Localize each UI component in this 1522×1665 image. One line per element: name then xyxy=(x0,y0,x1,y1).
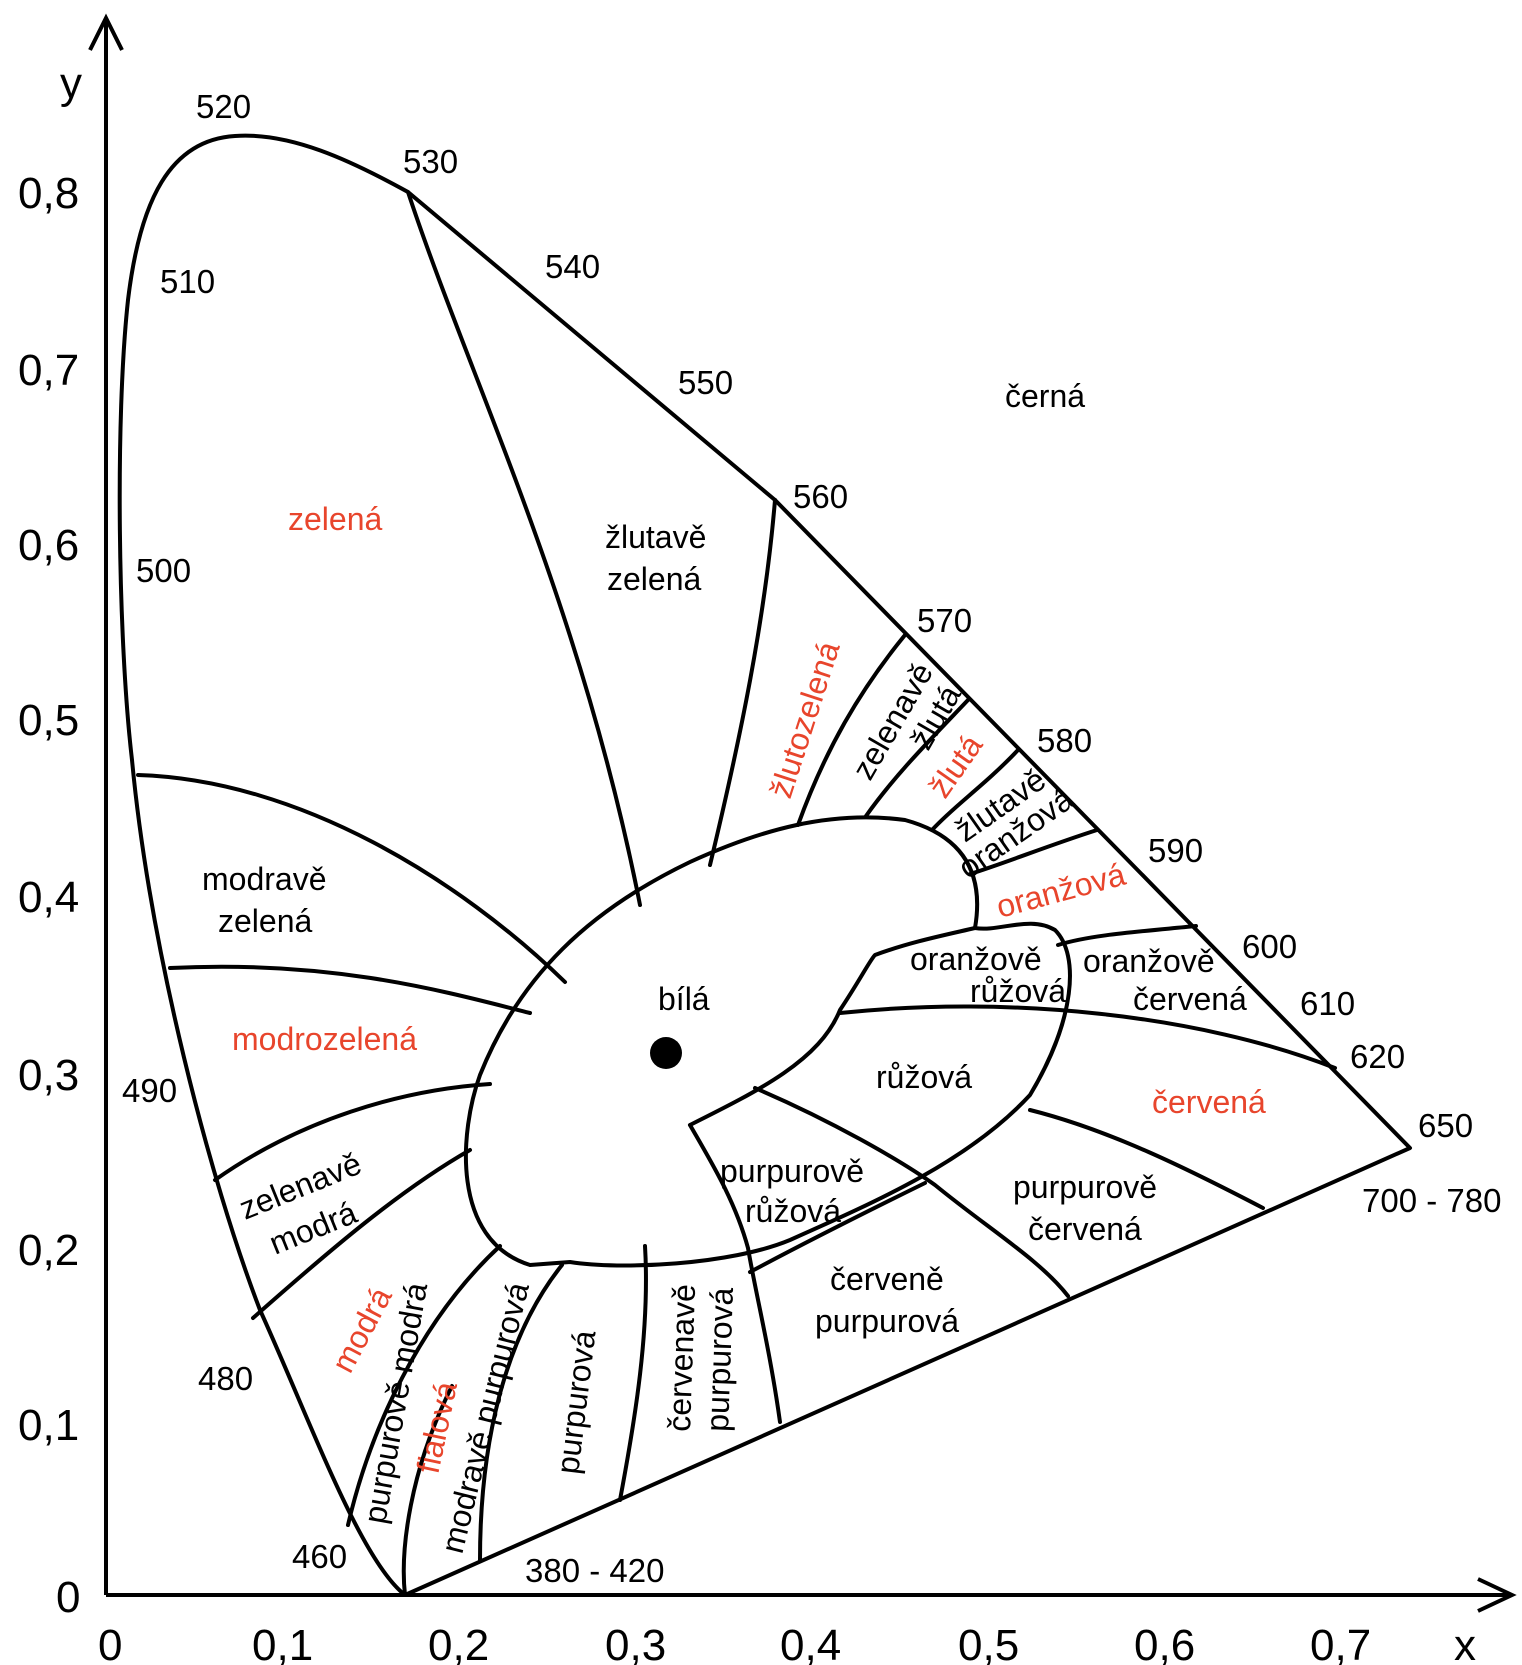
spectral-locus xyxy=(117,133,1412,1597)
divider-575 xyxy=(864,698,970,818)
divider-purple-blue xyxy=(478,1263,564,1562)
divider-violet xyxy=(401,1384,454,1597)
wavelength-490: 490 xyxy=(122,1072,177,1109)
divider-600 xyxy=(1056,924,1198,947)
axis-labels: y x 0 0,1 0,2 0,3 0,4 0,5 0,6 0,7 0,8 0 … xyxy=(18,59,1476,1665)
wavelength-460: 460 xyxy=(292,1538,347,1575)
x-tick-0-3: 0,3 xyxy=(605,1621,666,1665)
region-purpurove-ruzova-line2: růžová xyxy=(745,1193,841,1229)
region-oranzova: oranžová xyxy=(992,856,1129,925)
x-axis-label: x xyxy=(1454,1621,1476,1665)
wavelength-480: 480 xyxy=(198,1360,253,1397)
region-oranzove-ruzova-line1: oranžově xyxy=(910,941,1042,977)
divider-blue-green xyxy=(136,773,567,984)
divider-620 xyxy=(838,1004,1337,1070)
x-tick-0-2: 0,2 xyxy=(428,1621,489,1665)
x-tick-0-7: 0,7 xyxy=(1310,1621,1371,1665)
region-oranzove-cervena-line1: oranžově xyxy=(1083,943,1215,979)
wavelength-560: 560 xyxy=(793,478,848,515)
region-oranzove-cervena-line2: červená xyxy=(1133,981,1247,1017)
divider-green-blue xyxy=(168,964,532,1015)
divider-pink-purple xyxy=(748,1181,927,1274)
region-cerna: černá xyxy=(1005,378,1085,414)
y-axis-label: y xyxy=(60,59,82,108)
wavelength-520: 520 xyxy=(196,88,251,125)
region-purpurova: purpurová xyxy=(549,1328,602,1476)
region-purpurove-ruzova-line1: purpurově xyxy=(720,1153,864,1189)
region-zlutave-zelena-line1: žlutavě xyxy=(605,519,706,555)
divider-570 xyxy=(796,633,907,827)
wavelength-580: 580 xyxy=(1037,722,1092,759)
divider-red-purple xyxy=(688,1123,782,1424)
white-point-marker xyxy=(650,1037,682,1069)
wavelength-500: 500 xyxy=(136,552,191,589)
divider-530 xyxy=(406,190,642,907)
divider-purple-red xyxy=(1028,1108,1265,1210)
region-modrozelena: modrozelená xyxy=(232,1021,417,1057)
wavelength-380-420: 380 - 420 xyxy=(525,1552,664,1589)
wavelength-540: 540 xyxy=(545,248,600,285)
x-tick-0-1: 0,1 xyxy=(252,1621,313,1665)
region-bila: bílá xyxy=(658,981,710,1017)
y-tick-0: 0 xyxy=(56,1573,80,1622)
region-cervenave-purpurova-line2: purpurová xyxy=(699,1287,740,1432)
wavelength-700-780: 700 - 780 xyxy=(1362,1182,1501,1219)
region-ruzova: růžová xyxy=(876,1059,972,1095)
divider-580 xyxy=(930,748,1020,832)
divider-560 xyxy=(708,498,777,867)
x-tick-0: 0 xyxy=(98,1621,122,1665)
wavelength-570: 570 xyxy=(917,602,972,639)
x-tick-0-6: 0,6 xyxy=(1134,1621,1195,1665)
region-purpurove-cervena-line2: červená xyxy=(1028,1211,1142,1247)
wavelength-590: 590 xyxy=(1148,832,1203,869)
white-region-boundary xyxy=(463,815,1072,1268)
y-tick-0-5: 0,5 xyxy=(18,696,79,745)
region-cervena: červená xyxy=(1152,1084,1266,1120)
region-cervene-purpurova-line2: purpurová xyxy=(815,1303,959,1339)
wavelength-530: 530 xyxy=(403,143,458,180)
y-tick-0-8: 0,8 xyxy=(18,169,79,218)
x-tick-0-5: 0,5 xyxy=(958,1621,1019,1665)
y-axis-arrow xyxy=(88,13,124,51)
region-labels: černá zelená žlutavě zelená žlutozelená … xyxy=(202,378,1266,1557)
region-cervenave-purpurova-line1: červenavě xyxy=(661,1283,702,1432)
divider-480 xyxy=(251,1148,472,1320)
x-tick-0-4: 0,4 xyxy=(780,1621,841,1665)
region-dividers xyxy=(136,190,1337,1597)
region-modrave-zelena-line2: zelená xyxy=(218,903,313,939)
divider-490 xyxy=(213,1082,492,1182)
y-tick-0-6: 0,6 xyxy=(18,521,79,570)
wavelength-650: 650 xyxy=(1418,1107,1473,1144)
divider-585 xyxy=(968,828,1099,876)
region-modrave-zelena-line1: modravě xyxy=(202,861,327,897)
wavelength-550: 550 xyxy=(678,364,733,401)
divider-460 xyxy=(346,1244,502,1527)
x-axis-arrow xyxy=(1477,1577,1517,1613)
wavelength-620: 620 xyxy=(1350,1038,1405,1075)
y-tick-0-3: 0,3 xyxy=(18,1051,79,1100)
region-zlutave-zelena-line2: zelená xyxy=(607,561,702,597)
wavelength-600: 600 xyxy=(1242,928,1297,965)
axes xyxy=(88,13,1517,1613)
y-tick-0-2: 0,2 xyxy=(18,1226,79,1275)
region-zelena: zelená xyxy=(288,501,383,537)
wavelength-610: 610 xyxy=(1300,985,1355,1022)
wavelength-510: 510 xyxy=(160,263,215,300)
divider-magenta xyxy=(753,1086,1070,1298)
region-purpurove-cervena-line1: purpurově xyxy=(1013,1169,1157,1205)
region-oranzove-ruzova-line2: růžová xyxy=(970,973,1066,1009)
wavelength-labels: 520 530 510 540 550 560 500 570 580 590 … xyxy=(122,88,1501,1589)
divider-purple xyxy=(618,1244,648,1502)
y-tick-0-1: 0,1 xyxy=(18,1401,79,1450)
y-tick-0-7: 0,7 xyxy=(18,346,79,395)
region-zlutozelena: žlutozelená xyxy=(762,637,846,802)
y-tick-0-4: 0,4 xyxy=(18,873,79,922)
region-cervene-purpurova-line1: červeně xyxy=(830,1261,944,1297)
pink-lobe-boundary xyxy=(688,926,977,1127)
